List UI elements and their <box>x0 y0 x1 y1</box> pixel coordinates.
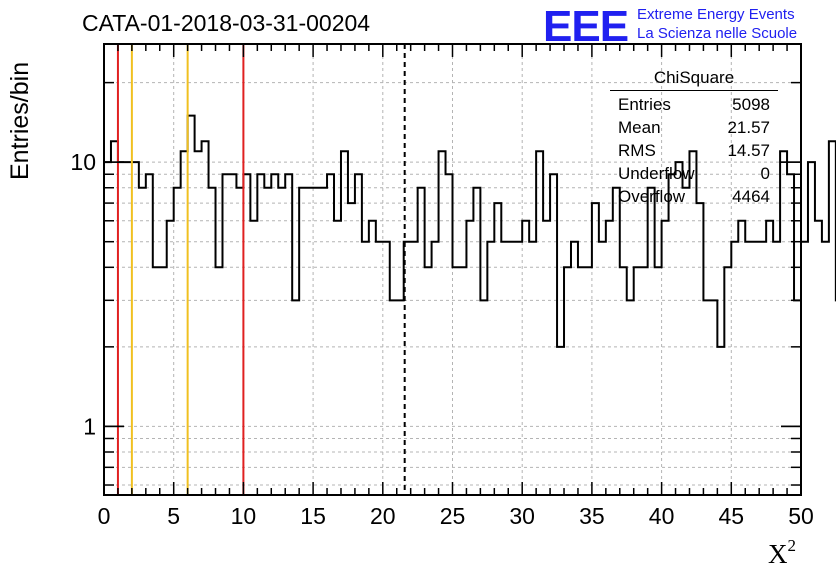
y-tick-label: 1 <box>83 413 96 439</box>
x-tick-label: 0 <box>98 503 111 529</box>
stats-label: RMS <box>618 141 656 160</box>
stats-value: 14.57 <box>727 141 770 160</box>
x-tick-label: 5 <box>167 503 180 529</box>
y-tick-label: 10 <box>70 149 96 175</box>
stats-row: Overflow 4464 <box>610 187 778 210</box>
eee-logo: EEE <box>543 2 629 51</box>
stats-row: RMS 14.57 <box>610 141 778 164</box>
stats-label: Underflow <box>618 164 695 183</box>
x-tick-label: 20 <box>370 503 396 529</box>
logo-caption: Extreme Energy Events La Scienza nelle S… <box>637 5 797 43</box>
stats-label: Entries <box>618 95 671 114</box>
x-axis-label-superscript: 2 <box>787 536 797 555</box>
x-tick-label: 45 <box>719 503 745 529</box>
x-tick-label: 10 <box>231 503 257 529</box>
y-axis-label: Entries/bin <box>6 61 34 180</box>
stats-label: Overflow <box>618 187 686 206</box>
x-tick-label: 15 <box>300 503 326 529</box>
x-axis-label-base: X <box>768 539 788 569</box>
stats-title: ChiSquare <box>610 68 778 91</box>
x-axis-label: X2 <box>768 536 797 570</box>
x-tick-label: 25 <box>440 503 466 529</box>
x-tick-label: 35 <box>579 503 605 529</box>
x-tick-label: 50 <box>788 503 814 529</box>
stats-row: Underflow 0 <box>610 164 778 187</box>
stats-value: 5098 <box>732 95 770 114</box>
chart-title: CATA-01-2018-03-31-00204 <box>82 10 371 36</box>
stats-value: 21.57 <box>727 118 770 137</box>
x-tick-label: 40 <box>649 503 675 529</box>
logo-caption-line1: Extreme Energy Events <box>637 6 795 23</box>
histogram-series <box>104 114 836 348</box>
stats-value: 4464 <box>732 187 770 206</box>
stats-box: ChiSquare Entries 5098 Mean 21.57 RMS 14.57… <box>610 68 778 210</box>
stats-row: Entries 5098 <box>610 95 778 118</box>
logo-caption-line2: La Scienza nelle Scuole <box>637 25 798 42</box>
stats-row: Mean 21.57 <box>610 118 778 141</box>
stats-value: 0 <box>760 164 770 183</box>
stats-label: Mean <box>618 118 661 137</box>
x-tick-label: 30 <box>509 503 535 529</box>
